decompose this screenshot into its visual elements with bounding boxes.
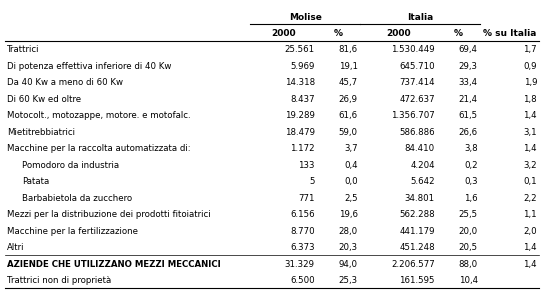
Text: 31.329: 31.329 [285,260,315,269]
Text: Da 40 Kw a meno di 60 Kw: Da 40 Kw a meno di 60 Kw [7,79,123,88]
Text: 1,4: 1,4 [524,260,537,269]
Text: 20,0: 20,0 [459,227,478,236]
Text: 3,2: 3,2 [524,161,537,170]
Text: 0,0: 0,0 [344,178,358,186]
Text: 94,0: 94,0 [339,260,358,269]
Text: 25.561: 25.561 [285,46,315,55]
Text: %: % [454,29,463,38]
Text: 1,4: 1,4 [524,243,537,252]
Text: 21,4: 21,4 [459,95,478,104]
Text: Trattrici: Trattrici [7,46,40,55]
Text: Motocolt., motozappe, motore. e motofalc.: Motocolt., motozappe, motore. e motofalc… [7,112,191,120]
Text: Macchine per la fertilizzazione: Macchine per la fertilizzazione [7,227,138,236]
Text: %: % [334,29,343,38]
Text: Altri: Altri [7,243,24,252]
Text: 19,1: 19,1 [339,62,358,71]
Text: Patata: Patata [22,178,49,186]
Text: 1,4: 1,4 [524,112,537,120]
Text: Italia: Italia [406,13,433,22]
Text: 84.410: 84.410 [405,145,435,153]
Text: 26,9: 26,9 [339,95,358,104]
Text: 4.204: 4.204 [410,161,435,170]
Text: 19,6: 19,6 [339,210,358,219]
Text: 5.969: 5.969 [291,62,315,71]
Text: 6.373: 6.373 [290,243,315,252]
Text: 2000: 2000 [386,29,411,38]
Text: 81,6: 81,6 [339,46,358,55]
Text: Mezzi per la distribuzione dei prodotti fitoiatrici: Mezzi per la distribuzione dei prodotti … [7,210,211,219]
Text: Barbabietola da zucchero: Barbabietola da zucchero [22,194,132,203]
Text: 0,4: 0,4 [344,161,358,170]
Text: 88,0: 88,0 [459,260,478,269]
Text: Trattrici non di proprietà: Trattrici non di proprietà [7,276,111,285]
Text: 2.206.577: 2.206.577 [391,260,435,269]
Text: Pomodoro da industria: Pomodoro da industria [22,161,119,170]
Text: 0,3: 0,3 [464,178,478,186]
Text: 1,6: 1,6 [464,194,478,203]
Text: 8.437: 8.437 [290,95,315,104]
Text: 6.156: 6.156 [290,210,315,219]
Text: 1,8: 1,8 [524,95,537,104]
Text: Macchine per la raccolta automatizzata di:: Macchine per la raccolta automatizzata d… [7,145,191,153]
Text: 29,3: 29,3 [459,62,478,71]
Text: 645.710: 645.710 [399,62,435,71]
Text: 2,0: 2,0 [524,227,537,236]
Text: 0,2: 0,2 [464,161,478,170]
Text: 20,3: 20,3 [339,243,358,252]
Text: 1,4: 1,4 [524,145,537,153]
Text: 1,7: 1,7 [524,46,537,55]
Text: 20,5: 20,5 [459,243,478,252]
Text: 61,5: 61,5 [459,112,478,120]
Text: 0,1: 0,1 [524,178,537,186]
Text: 441.179: 441.179 [399,227,435,236]
Text: 6.500: 6.500 [290,276,315,285]
Text: 1.356.707: 1.356.707 [391,112,435,120]
Text: 3,1: 3,1 [524,128,537,137]
Text: 5: 5 [309,178,315,186]
Text: 25,5: 25,5 [459,210,478,219]
Text: 25,3: 25,3 [339,276,358,285]
Text: 19.289: 19.289 [285,112,315,120]
Text: 5.642: 5.642 [410,178,435,186]
Text: 3,7: 3,7 [344,145,358,153]
Text: 1.530.449: 1.530.449 [391,46,435,55]
Text: 34.801: 34.801 [405,194,435,203]
Text: % su Italia: % su Italia [483,29,536,38]
Text: 1,9: 1,9 [524,79,537,88]
Text: 472.637: 472.637 [399,95,435,104]
Text: 8.770: 8.770 [290,227,315,236]
Text: Mietitrebbiatrici: Mietitrebbiatrici [7,128,75,137]
Text: 69,4: 69,4 [459,46,478,55]
Text: 61,6: 61,6 [339,112,358,120]
Text: 33,4: 33,4 [459,79,478,88]
Text: 18.479: 18.479 [285,128,315,137]
Text: 59,0: 59,0 [339,128,358,137]
Text: 1,1: 1,1 [524,210,537,219]
Text: Molise: Molise [289,13,321,22]
Text: 1.172: 1.172 [290,145,315,153]
Text: 451.248: 451.248 [399,243,435,252]
Text: 3,8: 3,8 [464,145,478,153]
Text: Di 60 Kw ed oltre: Di 60 Kw ed oltre [7,95,81,104]
Text: AZIENDE CHE UTILIZZANO MEZZI MECCANICI: AZIENDE CHE UTILIZZANO MEZZI MECCANICI [7,260,221,269]
Text: 45,7: 45,7 [339,79,358,88]
Text: 10,4: 10,4 [459,276,478,285]
Text: 133: 133 [298,161,315,170]
Text: 2,2: 2,2 [524,194,537,203]
Text: 0,9: 0,9 [524,62,537,71]
Text: 2,5: 2,5 [344,194,358,203]
Text: 161.595: 161.595 [399,276,435,285]
Text: 26,6: 26,6 [459,128,478,137]
Text: 28,0: 28,0 [339,227,358,236]
Text: 14.318: 14.318 [285,79,315,88]
Text: 586.886: 586.886 [399,128,435,137]
Text: 562.288: 562.288 [399,210,435,219]
Text: Di potenza effettiva inferiore di 40 Kw: Di potenza effettiva inferiore di 40 Kw [7,62,171,71]
Text: 737.414: 737.414 [399,79,435,88]
Text: 2000: 2000 [272,29,296,38]
Text: 771: 771 [298,194,315,203]
